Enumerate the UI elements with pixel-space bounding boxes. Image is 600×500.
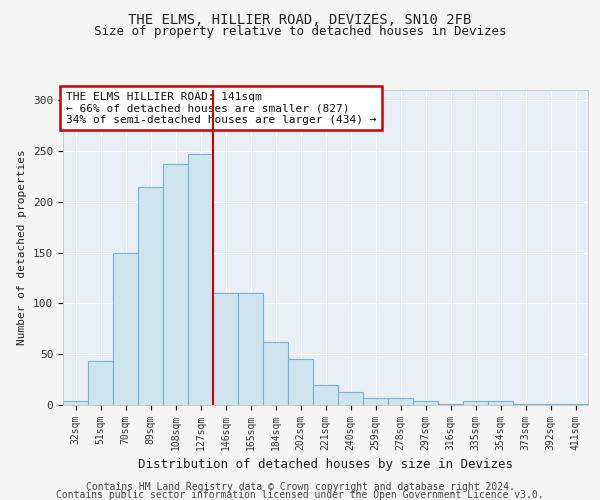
Bar xyxy=(138,186,163,405)
Bar xyxy=(163,164,188,405)
Bar xyxy=(513,404,538,405)
Bar xyxy=(363,398,388,405)
Bar xyxy=(563,404,588,405)
Bar xyxy=(438,404,463,405)
Bar xyxy=(313,384,338,405)
Bar xyxy=(113,252,138,405)
Bar xyxy=(213,293,238,405)
Text: Contains public sector information licensed under the Open Government Licence v3: Contains public sector information licen… xyxy=(56,490,544,500)
Y-axis label: Number of detached properties: Number of detached properties xyxy=(17,150,28,346)
Bar xyxy=(288,360,313,405)
Bar xyxy=(538,404,563,405)
Bar xyxy=(388,398,413,405)
Bar xyxy=(413,401,438,405)
Bar xyxy=(63,401,88,405)
Bar xyxy=(238,293,263,405)
Text: Contains HM Land Registry data © Crown copyright and database right 2024.: Contains HM Land Registry data © Crown c… xyxy=(86,482,514,492)
Bar xyxy=(488,401,513,405)
Bar xyxy=(188,154,213,405)
X-axis label: Distribution of detached houses by size in Devizes: Distribution of detached houses by size … xyxy=(138,458,513,471)
Text: Size of property relative to detached houses in Devizes: Size of property relative to detached ho… xyxy=(94,25,506,38)
Bar xyxy=(338,392,363,405)
Text: THE ELMS HILLIER ROAD: 141sqm
← 66% of detached houses are smaller (827)
34% of : THE ELMS HILLIER ROAD: 141sqm ← 66% of d… xyxy=(65,92,376,125)
Bar xyxy=(88,362,113,405)
Bar xyxy=(263,342,288,405)
Bar xyxy=(463,401,488,405)
Text: THE ELMS, HILLIER ROAD, DEVIZES, SN10 2FB: THE ELMS, HILLIER ROAD, DEVIZES, SN10 2F… xyxy=(128,12,472,26)
